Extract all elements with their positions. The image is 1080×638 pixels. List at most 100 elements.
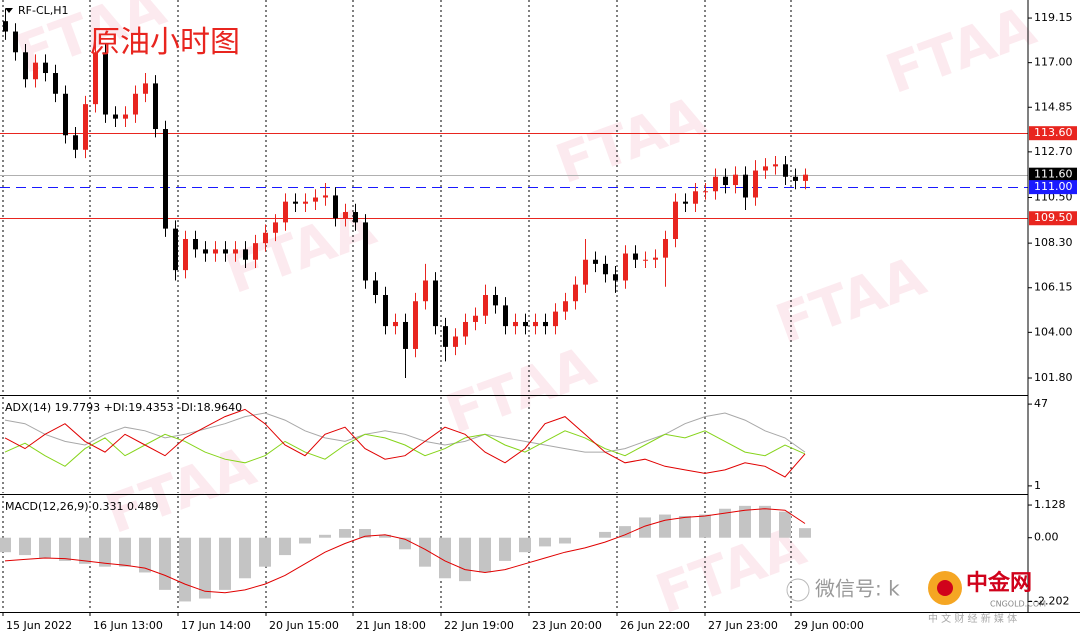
candle-body	[283, 201, 288, 223]
candle-body	[613, 274, 618, 281]
histogram-bar	[719, 508, 731, 538]
candle-body	[343, 212, 348, 219]
candle-body	[413, 301, 418, 349]
candle-body	[793, 176, 798, 181]
histogram-bar	[79, 537, 91, 564]
candle-body	[183, 238, 188, 271]
y-tick-label: 106.15	[1034, 281, 1073, 294]
candle-body	[333, 195, 338, 219]
candle-body	[743, 174, 748, 198]
x-tick-label: 26 Jun 22:00	[620, 619, 690, 632]
candle-body	[423, 280, 428, 302]
candle-body	[273, 222, 278, 233]
candle-body	[243, 249, 248, 260]
candle-body	[673, 201, 678, 239]
candle-body	[393, 321, 398, 327]
candle-body	[593, 259, 598, 264]
candle-body	[573, 284, 578, 302]
candle-body	[303, 201, 308, 204]
candle-body	[493, 295, 498, 306]
x-tick-label: 27 Jun 23:00	[708, 619, 778, 632]
histogram-bar	[39, 537, 51, 558]
candle-body	[513, 321, 518, 327]
candle-body	[643, 259, 648, 261]
candle-body	[173, 228, 178, 271]
candle-body	[163, 129, 168, 229]
candle-body	[133, 93, 138, 115]
candle-body	[113, 114, 118, 119]
candle-body	[153, 83, 158, 130]
candle-body	[773, 164, 778, 167]
candle-body	[473, 315, 478, 322]
x-tick-label: 22 Jun 19:00	[444, 619, 514, 632]
candle-body	[313, 197, 318, 202]
histogram-bar	[759, 505, 771, 538]
candle-body	[263, 232, 268, 244]
wechat-icon	[786, 578, 810, 602]
y-tick-label: 104.00	[1034, 325, 1073, 338]
candle-body	[453, 336, 458, 347]
histogram-bar	[179, 537, 191, 602]
y-tick-label: 0.00	[1034, 531, 1059, 544]
wechat-id: 微信号: k	[815, 577, 900, 601]
y-tick-label: 47	[1034, 397, 1048, 410]
brand-name: 中金网	[966, 570, 1032, 596]
histogram-bar	[799, 528, 811, 538]
histogram-bar	[99, 537, 111, 567]
histogram-bar	[559, 537, 571, 544]
histogram-bar	[339, 529, 351, 538]
menu-arrow	[5, 8, 13, 13]
level-tag	[1029, 167, 1077, 182]
y-tick-label: 119.15	[1034, 11, 1073, 24]
candle-body	[203, 249, 208, 254]
y-tick-label: 1	[1034, 479, 1041, 492]
histogram-bar	[359, 529, 371, 538]
candle-body	[293, 201, 298, 204]
x-tick-label: 29 Jun 00:00	[794, 619, 864, 632]
histogram-bar	[619, 526, 631, 538]
candle-body	[13, 31, 18, 53]
candle-body	[483, 295, 488, 316]
histogram-bar	[519, 537, 531, 553]
histogram-bar	[459, 537, 471, 582]
level-label: 111.00	[1034, 180, 1073, 193]
candle-body	[523, 321, 528, 327]
candle-body	[43, 62, 48, 74]
histogram-bar	[779, 511, 791, 538]
brand-url: CNGOLD.COM	[990, 600, 1046, 609]
candle-body	[463, 321, 468, 337]
candle-body	[803, 174, 808, 181]
candle-body	[363, 222, 368, 281]
candle-body	[53, 73, 58, 94]
candle-body	[193, 238, 198, 250]
histogram-bar	[259, 537, 271, 567]
y-tick-label: -2.202	[1034, 594, 1069, 607]
candle-body	[653, 257, 658, 260]
histogram-bar	[219, 537, 231, 590]
y-tick-label: 112.70	[1034, 145, 1073, 158]
candle-body	[553, 311, 558, 327]
candle-body	[733, 174, 738, 186]
histogram-bar	[379, 534, 391, 538]
indicator-line	[4, 412, 806, 453]
y-tick-label: 108.30	[1034, 236, 1073, 249]
candle-body	[693, 191, 698, 204]
candle-body	[563, 301, 568, 312]
candle-body	[83, 104, 88, 150]
histogram-bar	[639, 517, 651, 538]
brand-logo: 微信号: k 中金网 CNGOLD.COM 中 文 财 经 新 媒 体	[786, 570, 1046, 625]
histogram-bar	[319, 534, 331, 538]
histogram-bar	[279, 537, 291, 556]
candle-body	[223, 249, 228, 254]
level-tag	[1029, 211, 1077, 226]
brand-tagline: 中 文 财 经 新 媒 体	[928, 612, 1017, 625]
candle-body	[93, 52, 98, 105]
histogram-bar	[199, 537, 211, 599]
candle-body	[633, 253, 638, 260]
candle-body	[783, 164, 788, 177]
x-tick-label: 17 Jun 14:00	[181, 619, 251, 632]
level-tag	[1029, 126, 1077, 141]
x-tick-label: 20 Jun 15:00	[269, 619, 339, 632]
